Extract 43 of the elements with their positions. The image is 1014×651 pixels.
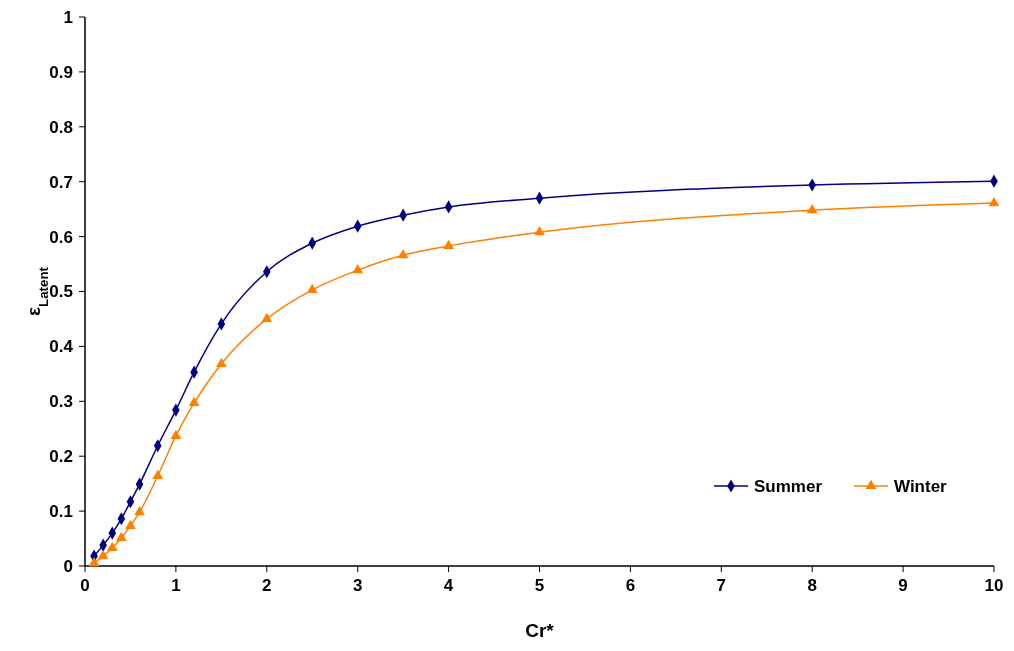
point — [170, 429, 182, 439]
y-tick-label: 0.6 — [49, 227, 73, 247]
point — [106, 541, 118, 551]
point — [88, 557, 100, 567]
x-axis-title: Cr* — [525, 620, 555, 641]
point — [397, 249, 409, 259]
y-tick-label: 0.8 — [49, 117, 73, 137]
point — [352, 263, 364, 274]
x-tick-label: 1 — [171, 576, 181, 595]
point — [306, 283, 318, 293]
y-tick-label: 0.3 — [49, 392, 73, 412]
x-tick-label: 5 — [534, 576, 545, 595]
point — [97, 549, 109, 560]
point — [188, 396, 200, 407]
y-tick-label: 0.4 — [49, 337, 74, 357]
point — [443, 239, 454, 250]
x-tick-label: 6 — [625, 576, 636, 595]
legend-label: Winter — [894, 476, 948, 496]
point — [215, 357, 227, 368]
y-tick-label: 0.9 — [49, 62, 73, 82]
point — [115, 531, 127, 542]
x-tick-label: 9 — [898, 576, 908, 595]
x-tick-label: 3 — [352, 576, 363, 595]
point — [534, 226, 545, 236]
y-tick-label: 0.1 — [49, 502, 73, 522]
x-tick-label: 8 — [807, 576, 817, 595]
point — [806, 204, 818, 214]
point — [261, 312, 273, 323]
y-tick-label: 0 — [63, 556, 73, 576]
point — [125, 519, 136, 530]
y-tick-label: 0.2 — [49, 447, 73, 467]
x-tick-label: 2 — [262, 576, 272, 595]
y-tick-label: 1 — [63, 7, 73, 27]
x-tick-label: 4 — [443, 576, 454, 595]
point — [152, 469, 164, 480]
legend-label: Summer — [754, 476, 823, 496]
x-tick-label: 7 — [716, 576, 727, 595]
y-tick-label: 0.7 — [49, 172, 73, 192]
point — [134, 505, 145, 516]
y-tick-label: 0.5 — [49, 282, 73, 302]
x-tick-label: 10 — [984, 576, 1004, 595]
x-tick-label: 0 — [80, 576, 90, 595]
point — [988, 196, 1000, 207]
